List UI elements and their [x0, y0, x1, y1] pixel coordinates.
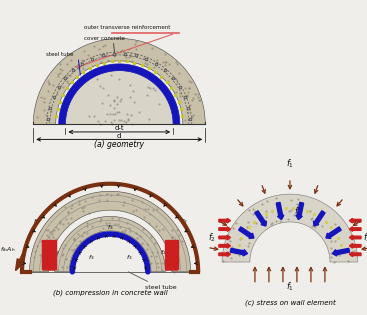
Polygon shape [222, 194, 358, 262]
FancyArrow shape [176, 240, 178, 269]
FancyArrow shape [167, 240, 169, 269]
FancyArrow shape [219, 218, 230, 223]
FancyArrow shape [239, 227, 254, 238]
Text: $f_2$: $f_2$ [208, 231, 217, 244]
FancyArrow shape [276, 203, 284, 220]
Text: outer transverse reinforcement: outer transverse reinforcement [84, 25, 170, 30]
FancyArrow shape [349, 243, 361, 248]
FancyArrow shape [45, 240, 47, 269]
FancyArrow shape [48, 240, 50, 269]
Text: $f_2$: $f_2$ [53, 248, 60, 257]
FancyArrow shape [219, 243, 230, 248]
Text: $f_1$: $f_1$ [286, 158, 294, 170]
Text: steel tube: steel tube [46, 52, 73, 57]
Text: $f_{th}A_h$: $f_{th}A_h$ [0, 245, 16, 254]
FancyArrow shape [313, 211, 325, 226]
Polygon shape [33, 38, 205, 124]
Text: $f_2$: $f_2$ [160, 248, 167, 257]
Text: steel tube: steel tube [128, 272, 176, 290]
FancyArrow shape [219, 235, 230, 240]
Text: (b) compression in concrete wall: (b) compression in concrete wall [53, 289, 167, 296]
FancyArrow shape [43, 240, 44, 269]
FancyArrow shape [349, 235, 361, 240]
Text: (c) stress on wall element: (c) stress on wall element [244, 299, 335, 306]
FancyArrow shape [15, 254, 25, 271]
Text: $f_1$: $f_1$ [286, 281, 294, 293]
FancyArrow shape [255, 211, 266, 226]
Polygon shape [59, 64, 180, 124]
FancyArrow shape [296, 203, 304, 220]
FancyArrow shape [164, 240, 166, 269]
Polygon shape [55, 216, 166, 272]
Text: (a) geometry: (a) geometry [94, 140, 144, 149]
Polygon shape [65, 71, 173, 124]
Text: d: d [117, 133, 121, 139]
FancyArrow shape [333, 248, 349, 256]
Text: $f_3$: $f_3$ [107, 223, 113, 232]
Text: cover concrete: cover concrete [84, 36, 125, 41]
Text: $f_3$: $f_3$ [88, 253, 95, 262]
Text: $f_2$: $f_2$ [363, 231, 367, 244]
FancyArrow shape [51, 240, 53, 269]
Text: $f_2$: $f_2$ [33, 217, 39, 226]
Polygon shape [30, 191, 190, 272]
FancyArrow shape [219, 227, 230, 231]
FancyArrow shape [326, 227, 341, 238]
FancyArrow shape [349, 227, 361, 231]
FancyArrow shape [170, 240, 172, 269]
Text: $f_2$: $f_2$ [181, 217, 188, 226]
Text: $f_3$: $f_3$ [294, 205, 302, 218]
FancyArrow shape [54, 240, 56, 269]
FancyArrow shape [349, 252, 361, 256]
FancyArrow shape [349, 218, 361, 223]
FancyArrow shape [173, 240, 175, 269]
Text: d-t: d-t [115, 125, 124, 131]
Text: $f_3$: $f_3$ [126, 253, 132, 262]
FancyArrow shape [230, 248, 247, 256]
FancyArrow shape [219, 252, 230, 256]
